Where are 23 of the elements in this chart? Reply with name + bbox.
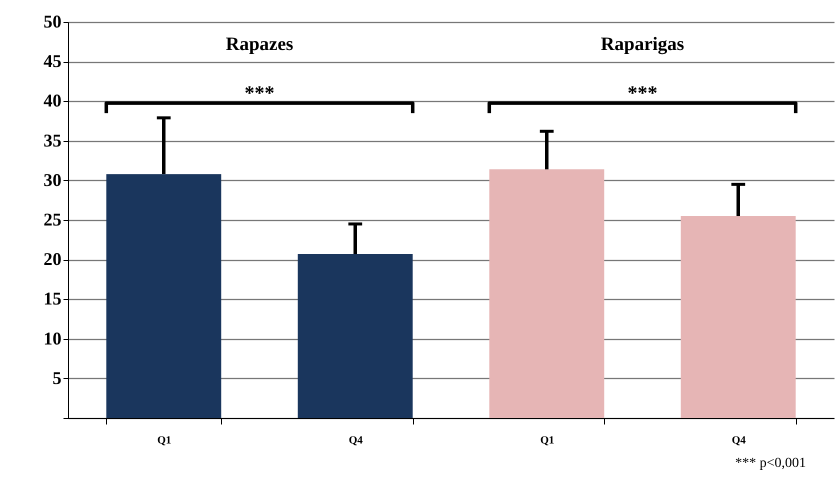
- y-tick-label: 15: [44, 288, 62, 309]
- annotation: ***: [244, 82, 274, 104]
- y-tick-label: 40: [44, 90, 62, 111]
- bar: [680, 216, 796, 418]
- bar: [489, 169, 604, 418]
- y-tick-label: 45: [44, 51, 62, 72]
- bar: [106, 174, 222, 418]
- text: *** p<0,001: [735, 456, 806, 472]
- annotation: ***: [628, 82, 658, 104]
- y-tick-label: 35: [44, 130, 62, 150]
- y-tick-label: 5: [52, 368, 62, 388]
- bar: [298, 254, 413, 418]
- x-tick-label: Q4: [732, 434, 746, 446]
- x-tick-label: Q1: [157, 434, 172, 446]
- y-tick-label: 25: [44, 210, 62, 230]
- y-tick-label: 20: [44, 249, 62, 270]
- x-tick-label: Q4: [348, 434, 364, 446]
- x-tick-label: Q1: [540, 434, 554, 446]
- y-tick-label: 50: [44, 12, 62, 32]
- y-tick-label: 10: [44, 328, 62, 348]
- y-tick-label: 30: [44, 170, 62, 190]
- annotation: Rapazes: [226, 34, 294, 55]
- annotation: Raparigas: [600, 34, 684, 55]
